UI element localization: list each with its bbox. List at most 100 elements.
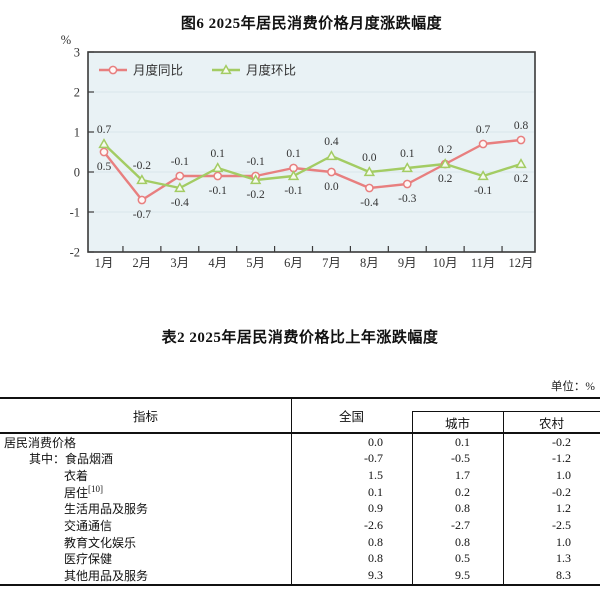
column-header-indicator: 指标 (132, 410, 158, 424)
circle-marker (365, 183, 374, 193)
triangle-marker (401, 162, 413, 173)
data-label: -0.3 (398, 193, 416, 205)
rural-value: -0.2 (552, 434, 571, 449)
series-line (102, 142, 523, 190)
footnote-ref: [10] (88, 483, 104, 494)
data-label: 0.1 (286, 148, 301, 160)
circle-marker (108, 65, 118, 75)
data-label: -0.2 (247, 189, 265, 201)
x-tick-label: 4月 (208, 256, 227, 270)
data-label: 0.1 (211, 148, 226, 160)
cpi-monthly-line-chart: 3 2 1 0 -1 -2% 1月 2月 3月 4月 5月 6月 7月 8月 9月 10月 11月 12月 0.5 -… (61, 33, 536, 270)
triangle-marker (212, 162, 224, 173)
rural-value: -0.2 (552, 484, 571, 499)
indicator-cell: 居民消费价格 (0, 434, 291, 451)
x-tick-label: 12月 (508, 256, 533, 270)
rural-value: 1.0 (556, 468, 571, 483)
y-tick-label: 3 (74, 46, 80, 60)
indicator-cell: 其中：食品烟酒 (0, 450, 291, 467)
table-vline-rural (503, 411, 504, 586)
circle-marker (516, 135, 526, 145)
indicator-label: 教育文化娱乐 (64, 535, 137, 550)
column-header-rural: 农村 (538, 416, 564, 431)
circle-marker (99, 147, 109, 157)
data-label: 0.0 (324, 181, 339, 193)
indicator-cell: 教育文化娱乐 (0, 534, 291, 551)
y-tick-label: 1 (74, 126, 80, 140)
triangle-marker (439, 158, 451, 169)
indicator-cell: 医疗保健 (0, 550, 291, 567)
triangle-marker (287, 170, 300, 181)
city-value: 0.1 (455, 434, 470, 449)
circle-marker (327, 167, 336, 177)
data-label: 0.4 (324, 136, 339, 148)
data-label: 0.2 (514, 173, 529, 185)
triangle-marker (220, 64, 232, 75)
x-tick-label: 8月 (360, 256, 379, 270)
x-tick-label: 10月 (433, 256, 458, 270)
circle-marker (137, 195, 147, 205)
rural-value: 1.0 (556, 534, 571, 549)
city-value: 1.7 (455, 468, 470, 483)
city-value: -0.5 (451, 451, 470, 466)
indicator-cell: 交通通信 (0, 517, 291, 534)
table-header-separator (0, 432, 600, 434)
legend-label: 月度同比 (133, 63, 183, 78)
indicator-cell: 生活用品及服务 (0, 500, 291, 517)
triangle-marker (477, 170, 489, 181)
x-tick-label: 9月 (398, 256, 417, 270)
data-label: -0.4 (360, 197, 378, 209)
table-row: 生活用品及服务 0.9 0.8 1.2 (0, 501, 600, 518)
rural-value: -1.2 (552, 451, 571, 466)
triangle-marker (363, 166, 376, 177)
table-bottom-border (0, 584, 600, 586)
unit-note: 单位：% (550, 381, 595, 393)
circle-marker (478, 139, 488, 149)
table-row: 教育文化娱乐 0.8 0.8 1.0 (0, 534, 600, 551)
indicator-cell: 居住[10] (0, 484, 291, 501)
table-row: 居住[10] 0.1 0.2 -0.2 (0, 484, 600, 501)
triangle-marker (136, 174, 148, 185)
column-header-city: 城市 (444, 416, 470, 431)
indicator-label: 居住 (64, 485, 89, 500)
data-label: -0.1 (474, 185, 492, 197)
data-label: -0.1 (171, 156, 189, 168)
data-label: -0.2 (133, 160, 151, 172)
indicator-label: 居民消费价格 (4, 435, 77, 450)
y-tick-label: -1 (70, 206, 80, 220)
table-row: 医疗保健 0.8 0.5 1.3 (0, 550, 600, 567)
table-row: 其他用品及服务 9.3 9.5 8.3 (0, 567, 600, 584)
table-vline-city (412, 411, 413, 586)
rural-value: 8.3 (556, 567, 571, 582)
y-tick-label: 0 (74, 166, 80, 180)
indicator-cell: 衣着 (0, 467, 291, 484)
triangle-marker (249, 174, 262, 185)
legend-label: 月度环比 (246, 63, 296, 78)
series-line (102, 138, 523, 202)
city-value: 0.2 (455, 484, 470, 499)
circle-marker (213, 171, 223, 181)
y-axis-unit-label: % (61, 33, 71, 47)
data-label: 0.7 (97, 124, 112, 136)
data-label: 0.8 (514, 120, 529, 132)
indicator-label: 交通通信 (64, 519, 113, 534)
x-tick-label: 3月 (170, 256, 189, 270)
indicator-label: 生活用品及服务 (64, 502, 149, 517)
city-value: 0.8 (455, 534, 470, 549)
indicator-label: 其他用品及服务 (64, 568, 149, 583)
table-row: 居民消费价格 0.0 0.1 -0.2 (0, 434, 600, 451)
national-value: -0.7 (364, 451, 383, 466)
x-tick-label: 7月 (322, 256, 341, 270)
table-subheader-top-border (412, 411, 600, 412)
city-value: 9.5 (455, 567, 470, 582)
table-row: 交通通信 -2.6 -2.7 -2.5 (0, 517, 600, 534)
x-tick-label: 6月 (284, 256, 303, 270)
column-header-national: 全国 (338, 410, 364, 424)
data-label: 0.7 (476, 124, 491, 136)
table-top-border (0, 397, 600, 399)
national-value: 0.8 (368, 534, 383, 549)
indicator-label: 衣着 (64, 469, 89, 484)
data-label: 0.2 (438, 173, 453, 185)
data-label: 0.1 (400, 148, 415, 160)
national-value: 9.3 (368, 567, 383, 582)
